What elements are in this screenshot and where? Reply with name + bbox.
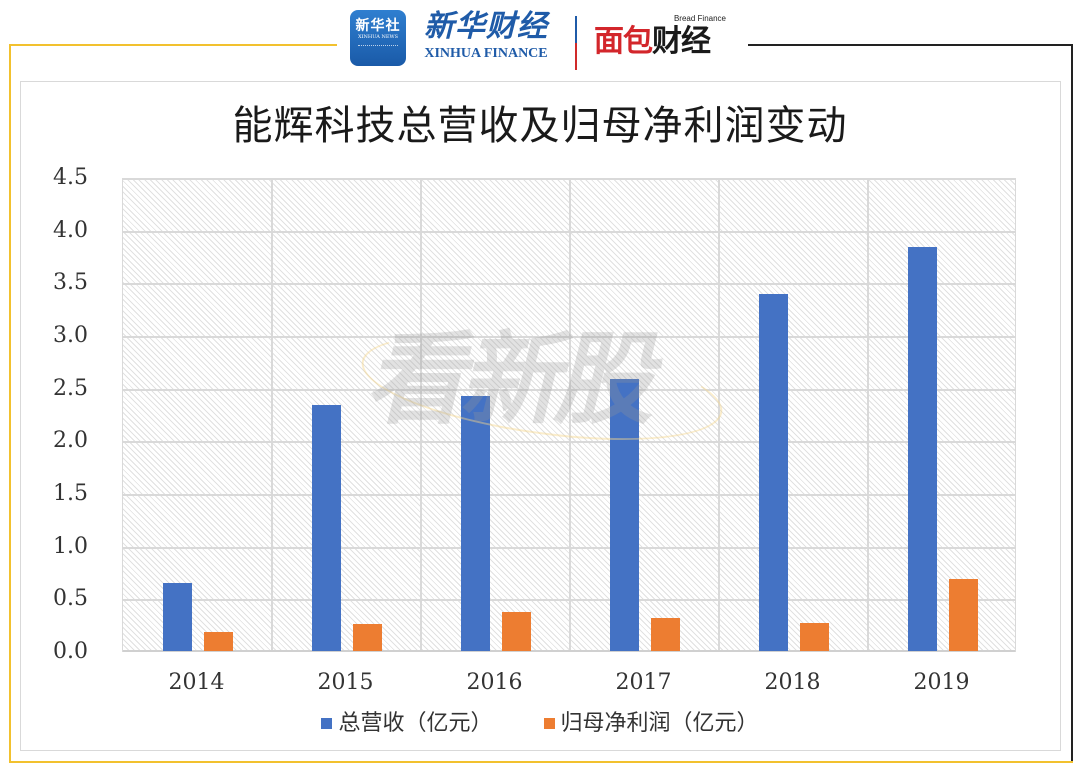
- bread-finance-logo-black: 财经: [652, 24, 711, 59]
- xinhua-finance-logo-cn: 新华财经: [424, 9, 548, 44]
- gridline-vertical: [420, 179, 422, 651]
- x-tick-label: 2014: [168, 670, 225, 695]
- bar-revenue: [162, 582, 192, 651]
- bar-net-profit: [352, 623, 382, 651]
- bar-revenue: [907, 246, 937, 651]
- frame-border-top-left: [9, 44, 337, 46]
- xinhua-news-logo-cn: 新华社: [355, 18, 401, 34]
- bar-net-profit: [799, 622, 829, 651]
- legend-item-revenue: 总营收（亿元）: [321, 709, 493, 739]
- watermark: 看新股: [365, 321, 653, 438]
- xinhua-finance-logo-en: XINHUA FINANCE: [424, 46, 548, 61]
- bar-net-profit: [650, 618, 680, 651]
- bread-finance-logo-en: Bread Finance: [673, 14, 726, 23]
- y-tick-label: 0.5: [53, 586, 88, 612]
- xinhua-news-logo-en: XINHUA NEWS: [357, 34, 399, 40]
- legend-label-net-profit: 归母净利润（亿元）: [560, 710, 759, 736]
- bar-revenue: [460, 396, 490, 651]
- frame-border-top-right: [748, 44, 1073, 46]
- bar-revenue: [311, 404, 341, 651]
- legend-swatch-revenue: [321, 718, 333, 729]
- y-tick-label: 3.0: [53, 323, 88, 348]
- xinhua-finance-logo: 新华财经 XINHUA FINANCE: [416, 8, 556, 68]
- legend: 总营收（亿元） 归母净利润（亿元）: [0, 708, 1080, 739]
- frame-border-bottom: [9, 761, 1073, 763]
- x-tick-label: 2018: [764, 670, 821, 695]
- x-tick-label: 2016: [466, 670, 523, 695]
- legend-item-net-profit: 归母净利润（亿元）: [543, 709, 759, 739]
- bar-net-profit: [501, 612, 531, 651]
- frame-border-right: [1071, 44, 1073, 761]
- y-tick-label: 1.0: [53, 533, 88, 559]
- y-tick-label: 3.5: [53, 270, 88, 296]
- network-dots-icon: [358, 45, 398, 60]
- gridline-vertical: [569, 179, 571, 651]
- bread-finance-logo-red: 面包: [594, 24, 653, 59]
- legend-label-revenue: 总营收（亿元）: [338, 710, 493, 736]
- gridline-vertical: [867, 179, 869, 651]
- x-axis-line: [123, 650, 1015, 652]
- y-tick-label: 0.0: [53, 639, 88, 664]
- x-tick-label: 2015: [317, 670, 374, 695]
- y-tick-label: 2.5: [53, 375, 88, 401]
- plot-area: [122, 178, 1016, 652]
- bread-finance-logo: Bread Finance 面包财经: [594, 14, 736, 70]
- y-tick-label: 1.5: [53, 481, 88, 506]
- xinhua-news-app-logo: 新华社 XINHUA NEWS: [350, 10, 406, 66]
- y-tick-label: 2.0: [53, 428, 88, 454]
- gridline-vertical: [718, 179, 720, 651]
- bar-net-profit: [203, 632, 233, 651]
- chart-title: 能辉科技总营收及归母净利润变动: [232, 103, 848, 149]
- bar-revenue: [758, 293, 788, 651]
- bar-net-profit: [948, 579, 978, 651]
- logo-divider: [575, 16, 577, 70]
- gridline-vertical: [271, 179, 273, 651]
- y-tick-label: 4.5: [53, 165, 88, 190]
- legend-swatch-net-profit: [543, 718, 555, 729]
- x-tick-label: 2019: [913, 670, 970, 695]
- x-tick-label: 2017: [615, 670, 672, 695]
- bar-revenue: [609, 379, 639, 651]
- frame-border-left: [9, 44, 11, 763]
- y-tick-label: 4.0: [53, 217, 88, 243]
